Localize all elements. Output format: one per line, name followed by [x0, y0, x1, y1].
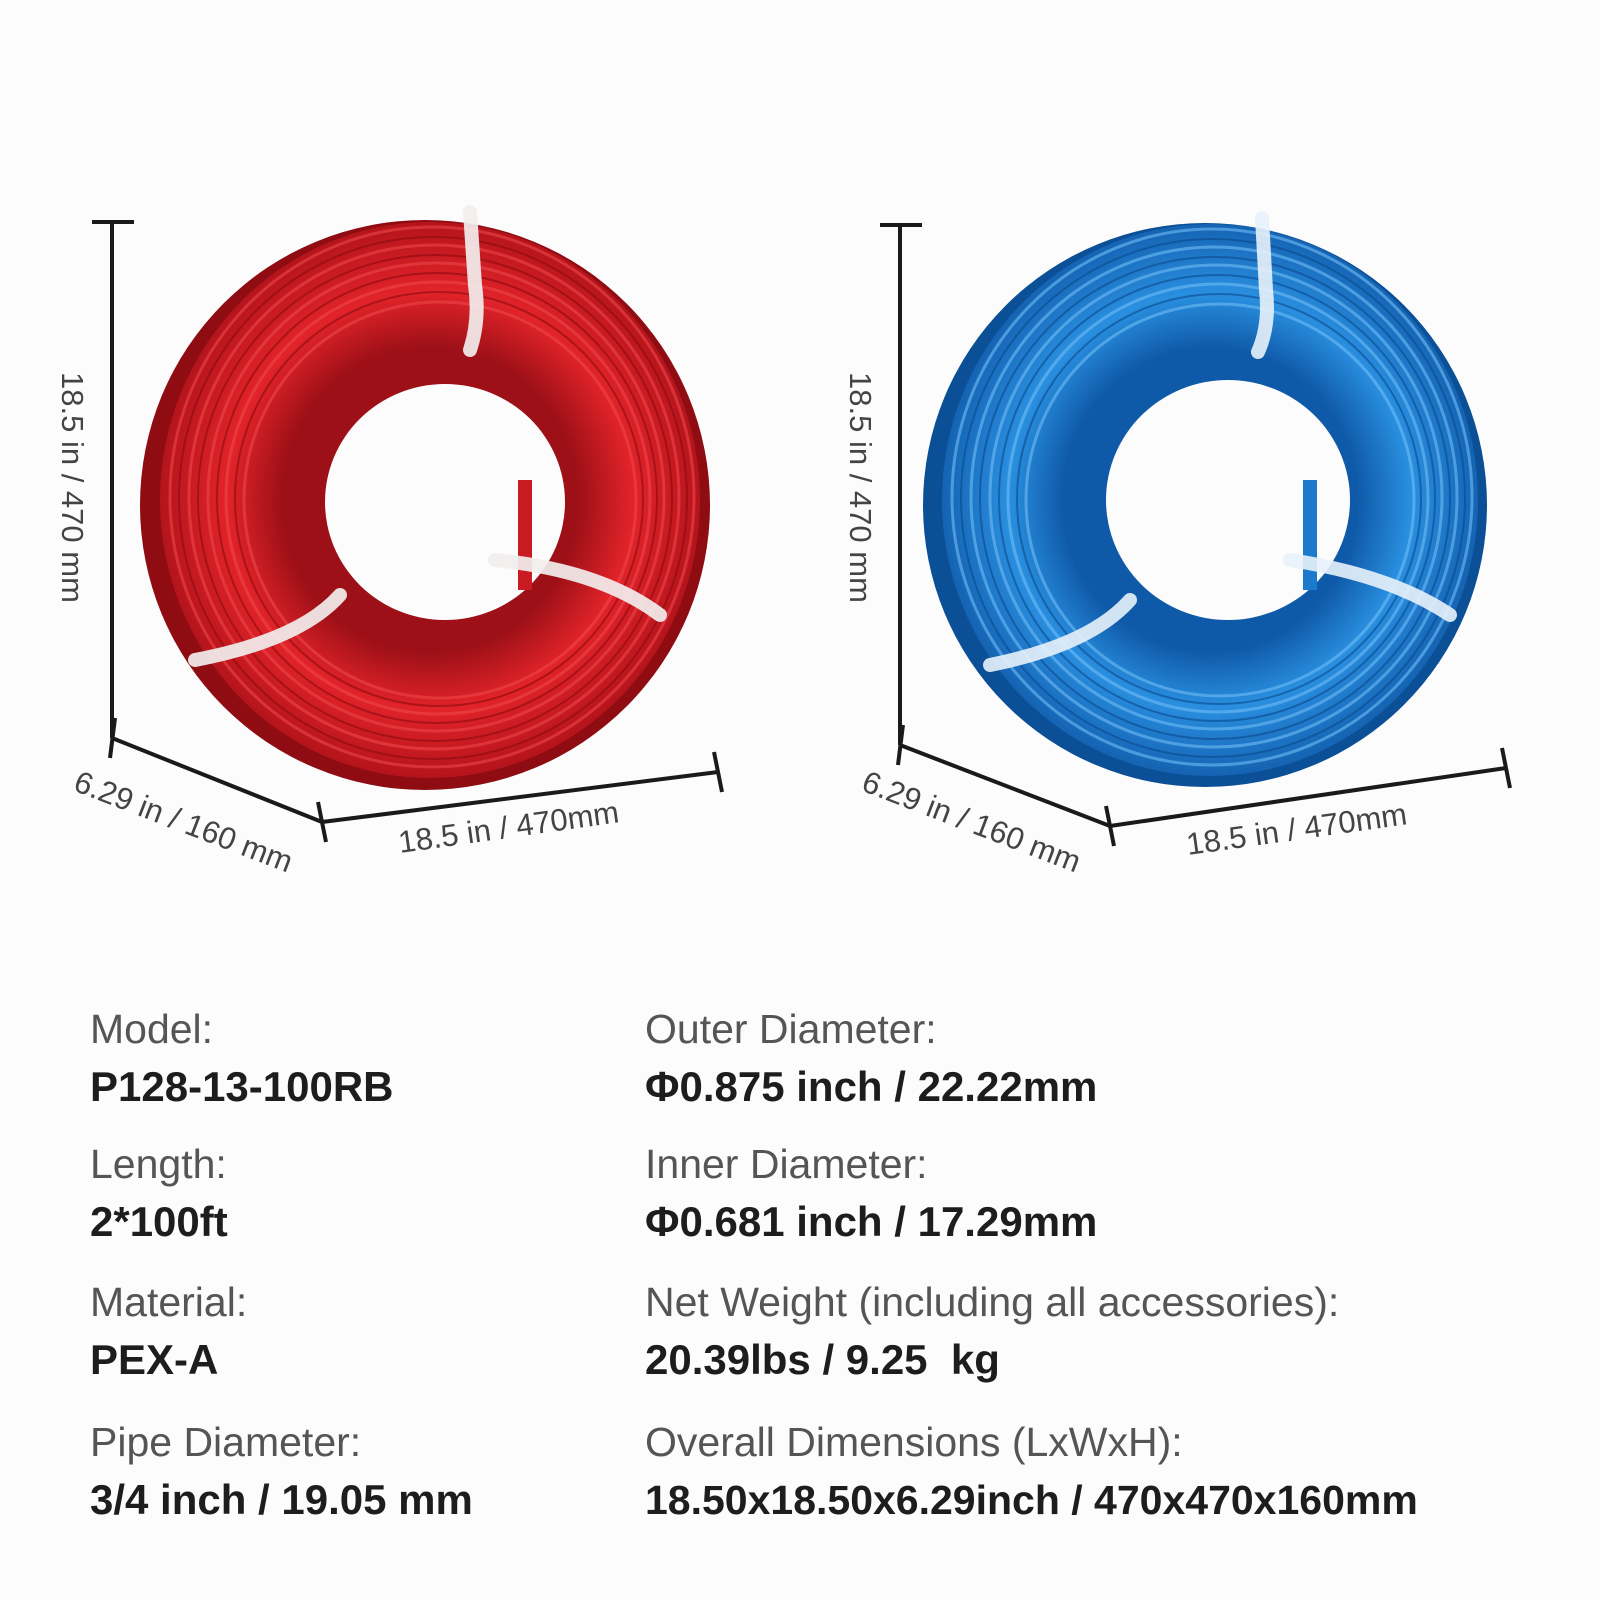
blue-width-label: 18.5 in / 470mm [1184, 796, 1409, 862]
blue-coil-group: 18.5 in / 470 mm 6.29 in / 160 mm 18.5 i… [843, 211, 1512, 879]
blue-coil-straps [983, 211, 1457, 672]
blue-depth-label: 6.29 in / 160 mm [857, 764, 1085, 879]
red-coil-straps [188, 205, 667, 667]
spec-net-weight-label: Net Weight (including all accessories): [645, 1279, 1340, 1325]
spec-pipe-diameter-value: 3/4 inch / 19.05 mm [90, 1476, 473, 1523]
spec-model-value: P128-13-100RB [90, 1063, 394, 1110]
spec-material-value: PEX-A [90, 1336, 219, 1383]
spec-pipe-diameter-label: Pipe Diameter: [90, 1419, 362, 1465]
red-width-label: 18.5 in / 470mm [396, 794, 621, 860]
blue-dimension-lines [880, 223, 1512, 847]
spec-pipe-diameter: Pipe Diameter: 3/4 inch / 19.05 mm [90, 1418, 473, 1524]
spec-inner-diameter-label: Inner Diameter: [645, 1141, 928, 1187]
spec-model: Model: P128-13-100RB [90, 1005, 394, 1111]
spec-inner-diameter-value: Φ0.681 inch / 17.29mm [645, 1198, 1098, 1245]
spec-material: Material: PEX-A [90, 1278, 247, 1384]
spec-overall-dimensions-value: 18.50x18.50x6.29inch / 470x470x160mm [645, 1477, 1418, 1523]
spec-length-value: 2*100ft [90, 1198, 228, 1245]
spec-length-label: Length: [90, 1141, 227, 1187]
spec-outer-diameter-value: Φ0.875 inch / 22.22mm [645, 1063, 1098, 1110]
spec-outer-diameter-label: Outer Diameter: [645, 1006, 937, 1052]
spec-overall-dimensions: Overall Dimensions (LxWxH): 18.50x18.50x… [645, 1418, 1418, 1524]
blue-pipe-coil [923, 223, 1487, 787]
spec-overall-dimensions-label: Overall Dimensions (LxWxH): [645, 1419, 1183, 1465]
red-pipe-coil [140, 220, 710, 790]
red-coil-group: 18.5 in / 470 mm 6.29 in / 160 mm 18.5 i… [55, 205, 724, 879]
spec-length: Length: 2*100ft [90, 1140, 228, 1246]
spec-model-label: Model: [90, 1006, 214, 1052]
red-height-label: 18.5 in / 470 mm [55, 372, 90, 603]
spec-inner-diameter: Inner Diameter: Φ0.681 inch / 17.29mm [645, 1140, 1097, 1246]
spec-outer-diameter: Outer Diameter: Φ0.875 inch / 22.22mm [645, 1005, 1097, 1111]
red-dimension-lines [92, 220, 724, 843]
blue-height-label: 18.5 in / 470 mm [843, 372, 878, 603]
spec-net-weight-value: 20.39lbs / 9.25 kg [645, 1336, 1000, 1383]
product-dimension-figure: 18.5 in / 470 mm 6.29 in / 160 mm 18.5 i… [55, 205, 1512, 879]
red-depth-label: 6.29 in / 160 mm [69, 764, 297, 879]
spec-net-weight: Net Weight (including all accessories): … [645, 1278, 1339, 1384]
spec-material-label: Material: [90, 1279, 248, 1325]
